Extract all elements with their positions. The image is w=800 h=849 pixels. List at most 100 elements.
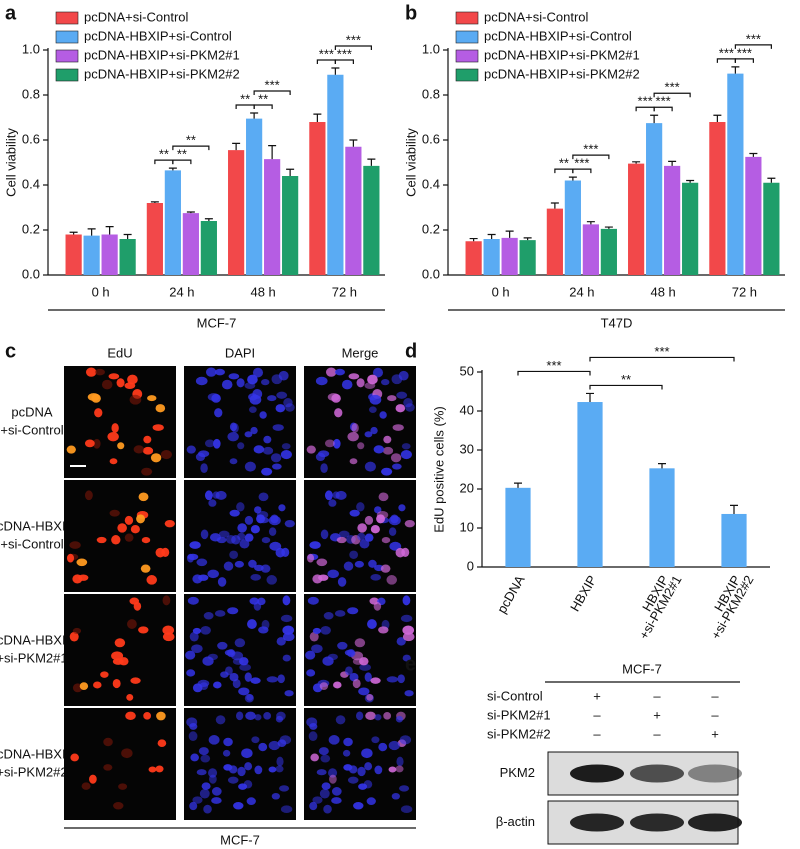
nucleus xyxy=(391,374,403,385)
nucleus xyxy=(261,378,270,386)
nucleus xyxy=(214,408,223,418)
nucleus xyxy=(346,649,356,658)
nucleus xyxy=(318,450,330,458)
legend-swatch xyxy=(55,49,79,63)
nucleus xyxy=(309,722,318,730)
nucleus xyxy=(96,536,107,544)
bar xyxy=(646,123,663,275)
significance-bracket xyxy=(253,104,273,109)
nucleus xyxy=(370,574,382,581)
nucleus xyxy=(271,463,282,470)
nucleus xyxy=(399,785,410,792)
nucleus xyxy=(381,537,391,544)
x-tick-label: 72 h xyxy=(732,284,757,299)
nucleus xyxy=(261,537,271,544)
nucleus xyxy=(374,714,382,721)
nucleus xyxy=(207,653,218,661)
nucleus xyxy=(378,742,388,752)
nucleus xyxy=(370,525,380,534)
significance-bracket xyxy=(653,106,673,112)
nucleus xyxy=(195,376,208,386)
nucleus xyxy=(111,535,121,545)
row-label: pcDNA-HBXIP xyxy=(0,632,74,647)
nucleus xyxy=(150,453,162,463)
column-header: Merge xyxy=(342,345,379,360)
y-tick-label: 0.8 xyxy=(422,86,440,101)
significance-label: *** xyxy=(654,344,669,359)
nucleus xyxy=(217,577,227,587)
nucleus xyxy=(245,711,256,720)
nucleus xyxy=(364,461,376,472)
nucleus xyxy=(329,774,337,784)
significance-label: *** xyxy=(546,358,561,373)
nucleus xyxy=(323,612,334,620)
nucleus xyxy=(352,678,361,689)
error-bar xyxy=(523,237,532,241)
nucleus xyxy=(400,449,412,460)
nucleus xyxy=(383,435,392,444)
nucleus xyxy=(309,541,321,549)
significance-label: *** xyxy=(337,46,352,61)
nucleus xyxy=(306,669,316,677)
nucleus xyxy=(391,463,402,470)
nucleus xyxy=(196,558,208,567)
nucleus xyxy=(278,504,286,512)
significance-bracket xyxy=(572,154,610,160)
nucleus xyxy=(199,682,209,691)
nucleus xyxy=(395,547,406,558)
nucleus xyxy=(395,404,406,413)
nucleus xyxy=(94,368,105,376)
row-label: +si-Control xyxy=(0,422,63,437)
nucleus xyxy=(229,509,240,517)
y-axis-label: Cell viability xyxy=(403,128,418,197)
blot-header: MCF-7 xyxy=(622,661,662,676)
nucleus xyxy=(148,766,157,773)
significance-bracket xyxy=(589,384,663,390)
legend-swatch xyxy=(455,68,479,82)
nucleus xyxy=(359,663,371,671)
nucleus xyxy=(331,787,342,796)
condition-sign: + xyxy=(711,726,719,741)
nucleus xyxy=(331,797,342,804)
x-tick-label: 72 h xyxy=(332,284,357,299)
nucleus xyxy=(333,681,342,689)
nucleus xyxy=(275,404,286,413)
legend-label: pcDNA+si-Control xyxy=(484,9,589,24)
nucleus xyxy=(263,712,272,720)
nucleus xyxy=(189,541,201,549)
nucleus xyxy=(236,711,244,721)
nucleus xyxy=(395,715,403,723)
nucleus xyxy=(402,632,415,642)
nucleus xyxy=(136,514,145,524)
condition-sign: + xyxy=(593,688,601,703)
y-tick-label: 10 xyxy=(460,519,474,534)
nucleus xyxy=(223,764,233,771)
nucleus xyxy=(201,782,211,790)
bar xyxy=(546,208,563,275)
error-bar xyxy=(658,463,666,469)
nucleus xyxy=(396,756,404,767)
significance-label: *** xyxy=(719,45,734,60)
nucleus xyxy=(277,674,285,684)
nucleus xyxy=(119,657,129,666)
significance-label: *** xyxy=(656,94,671,109)
y-tick-label: 0 xyxy=(467,558,474,573)
nucleus xyxy=(93,438,101,449)
nucleus xyxy=(155,765,164,773)
nucleus xyxy=(353,802,364,810)
error-bar xyxy=(514,482,522,488)
nucleus xyxy=(250,525,260,534)
significance-bracket xyxy=(172,145,210,151)
blot-band xyxy=(630,764,684,783)
error-bar xyxy=(349,139,358,147)
nucleus xyxy=(164,519,175,528)
condition-sign: – xyxy=(711,707,719,722)
nucleus xyxy=(332,491,340,499)
condition-label: si-PKM2#1 xyxy=(487,707,551,722)
nucleus xyxy=(319,788,330,799)
error-bar xyxy=(713,114,722,122)
condition-sign: – xyxy=(711,688,719,703)
nucleus xyxy=(126,694,134,701)
bar xyxy=(501,237,518,275)
nucleus xyxy=(190,753,199,762)
